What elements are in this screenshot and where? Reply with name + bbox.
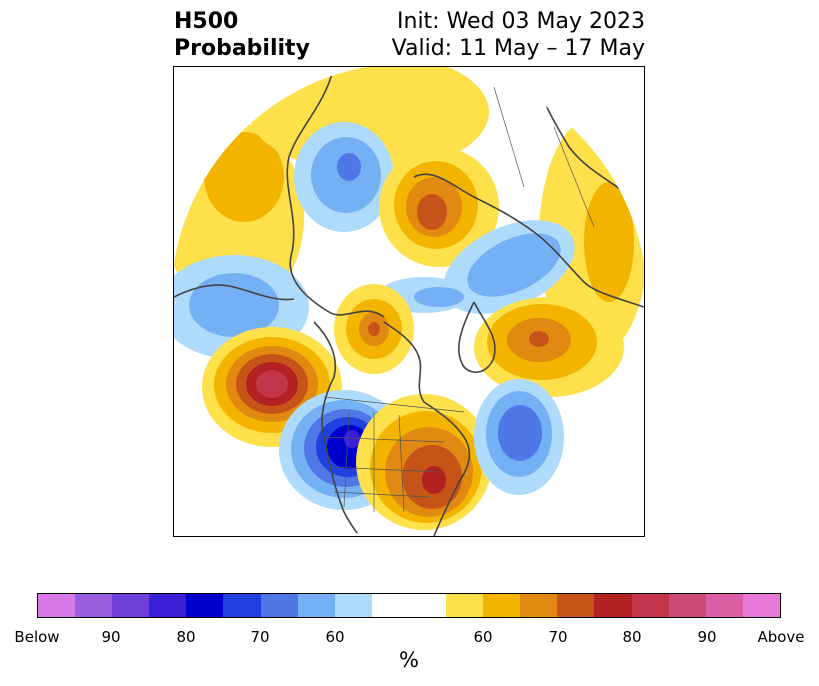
- colorbar-tick-labels: Below 90 80 70 60 60 70 80 90 Above: [14, 628, 804, 648]
- coastline-asia-pacific: [286, 67, 385, 318]
- colorbar-swatch-below-65: [260, 594, 298, 617]
- border-europe-1: [553, 126, 595, 228]
- title-left: H500 Probability: [174, 8, 310, 62]
- tick-label-below-90: 90: [101, 628, 121, 646]
- colorbar-swatch-above-65: [520, 594, 558, 617]
- title-right: Init: Wed 03 May 2023 Valid: 11 May – 17…: [392, 8, 645, 62]
- colorbar-swatch-below-60: [297, 594, 335, 617]
- tick-label-below-60: 60: [325, 628, 345, 646]
- colorbar-swatch-below-70: [223, 594, 261, 617]
- coastlines: [174, 67, 644, 536]
- init-date: Init: Wed 03 May 2023: [397, 9, 645, 34]
- colorbar-swatch-above-85: [668, 594, 706, 617]
- anomaly-below-n-atlantic: [474, 379, 564, 495]
- anomaly-above-ne-core: [584, 182, 634, 302]
- colorbar-swatch-below-90: [75, 594, 113, 617]
- tick-label-above: Above: [757, 628, 805, 646]
- border-russia-1: [493, 86, 525, 188]
- anomaly-above-eastern-us: [356, 394, 492, 530]
- colorbar-unit-label: %: [399, 648, 419, 672]
- tick-label-above-90: 90: [697, 628, 717, 646]
- border-state-5: [328, 466, 440, 473]
- map-panel: [173, 66, 645, 537]
- colorbar-swatch-below-95: [38, 594, 76, 617]
- probability-map: [174, 67, 644, 536]
- title-variable: H500: [174, 9, 239, 34]
- border-state-1: [343, 411, 350, 508]
- anomaly-above-greenland: [474, 297, 624, 397]
- tick-label-above-60: 60: [473, 628, 493, 646]
- colorbar-swatch-above-60: [483, 594, 521, 617]
- tick-label-above-80: 80: [622, 628, 642, 646]
- colorbar-swatch-below-85: [112, 594, 150, 617]
- colorbar-swatch-above-95: [742, 594, 780, 617]
- anomaly-above-nw-core: [204, 132, 284, 222]
- colorbar-swatch-above-80: [631, 594, 669, 617]
- border-state-4: [323, 436, 445, 443]
- tick-label-above-70: 70: [548, 628, 568, 646]
- colorbar-swatch-above-90: [705, 594, 743, 617]
- colorbar-swatch-below-55: [334, 594, 372, 617]
- political-borders: [323, 86, 625, 513]
- coastline-greenland: [458, 301, 496, 373]
- colorbar-swatch-below-75: [186, 594, 224, 617]
- anomaly-fields: [174, 67, 644, 536]
- border-state-6: [333, 491, 430, 498]
- coastline-aleutians: [174, 284, 295, 301]
- anomaly-above-c-siberia: [379, 147, 499, 267]
- tick-label-below-70: 70: [250, 628, 270, 646]
- colorbar-swatch-below-80: [149, 594, 187, 617]
- colorbar-swatch-neutral: [371, 594, 447, 617]
- valid-range: Valid: 11 May – 17 May: [391, 36, 645, 61]
- colorbar: [37, 593, 781, 618]
- coastline-north-america-east: [383, 321, 471, 536]
- title-product: Probability: [174, 36, 310, 61]
- anomaly-below-e-siberia: [294, 122, 394, 232]
- anomaly-above-arctic-canada: [334, 284, 414, 374]
- colorbar-swatch-above-70: [557, 594, 595, 617]
- coastline-eurasia-north: [413, 173, 644, 308]
- border-us-canada: [323, 396, 465, 413]
- colorbar-swatch-above-75: [594, 594, 632, 617]
- tick-label-below: Below: [14, 628, 60, 646]
- tick-label-below-80: 80: [176, 628, 196, 646]
- colorbar-swatch-above-55: [446, 594, 484, 617]
